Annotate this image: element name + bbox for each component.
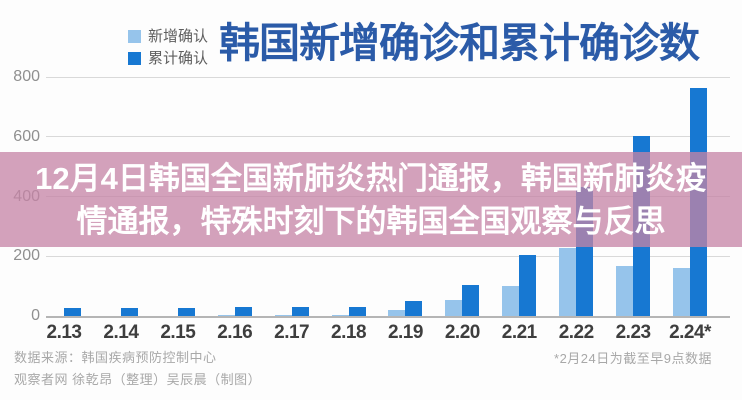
bar-cumulative-confirmed: [462, 284, 480, 316]
legend-label-cumulative-confirmed: 累计确认: [148, 50, 209, 67]
x-axis-tick-label: 2.14: [103, 322, 139, 343]
new-confirmed-swatch-icon: [128, 30, 141, 43]
x-axis-tick-label: 2.21: [501, 322, 537, 343]
legend-item-new-confirmed: 新增确认: [128, 27, 208, 46]
chart-legend: 新增确认 累计确认: [128, 27, 208, 71]
x-axis-tick-label: 2.18: [331, 322, 367, 343]
x-axis-tick-label: 2.23: [615, 322, 651, 343]
bar-cumulative-confirmed: [291, 307, 309, 316]
bar-new-confirmed: [331, 314, 349, 316]
credits-text: 观察者网 徐乾昂（整理）吴辰晨（制图）: [14, 372, 262, 387]
gridline: [46, 76, 730, 78]
x-axis-tick-label: 2.15: [160, 322, 196, 343]
bar-new-confirmed: [616, 265, 634, 316]
bar-new-confirmed: [445, 300, 463, 316]
bar-new-confirmed: [217, 314, 235, 316]
bar-cumulative-confirmed: [405, 300, 423, 316]
bar-cumulative-confirmed: [64, 307, 81, 316]
bar-cumulative-confirmed: [177, 307, 195, 316]
x-axis-tick-label: 2.19: [387, 322, 423, 343]
y-axis-tick-label: 600: [13, 127, 40, 145]
x-axis-tick-label: 2.13: [46, 322, 82, 343]
y-axis-tick-label: 0: [31, 307, 40, 324]
bar-new-confirmed: [673, 267, 690, 316]
x-axis-tick-label: 2.17: [274, 322, 310, 343]
x-axis-line: [46, 315, 730, 318]
headline-line-1: 12月4日韩国全国新肺炎热门通报，韩国新肺炎疫: [35, 160, 707, 196]
x-axis-tick-label: 2.24*: [669, 322, 711, 343]
gridline: [46, 255, 730, 257]
bar-cumulative-confirmed: [234, 307, 252, 316]
x-axis-tick-label: 2.20: [444, 322, 480, 343]
bar-cumulative-confirmed: [519, 255, 537, 316]
y-axis-tick-label: 800: [13, 68, 40, 85]
legend-item-cumulative-confirmed: 累计确认: [128, 49, 208, 68]
x-axis-tick-label: 2.22: [558, 322, 594, 343]
cumulative-confirmed-swatch-icon: [128, 52, 141, 65]
chart-title: 韩国新增确诊和累计确诊数: [219, 20, 700, 66]
bar-new-confirmed: [274, 314, 292, 316]
footnote-text: *2月24日为截至早9点数据: [554, 351, 712, 366]
headline-line-2: 情通报，特殊时刻下的韩国全国观察与反思: [76, 203, 666, 239]
y-axis-tick-label: 200: [13, 247, 40, 265]
headline-overlay: 12月4日韩国全国新肺炎热门通报，韩国新肺炎疫 情通报，特殊时刻下的韩国全国观察…: [0, 152, 742, 247]
bar-new-confirmed: [502, 286, 520, 316]
bar-new-confirmed: [559, 247, 577, 316]
legend-label-new-confirmed: 新增确认: [148, 28, 209, 45]
bar-cumulative-confirmed: [348, 306, 366, 316]
x-axis-tick-label: 2.16: [217, 322, 253, 343]
bar-new-confirmed: [388, 310, 406, 316]
gridline: [46, 136, 730, 138]
bar-cumulative-confirmed: [120, 307, 138, 316]
data-source-text: 数据来源：韩国疾病预防控制中心: [14, 350, 217, 365]
